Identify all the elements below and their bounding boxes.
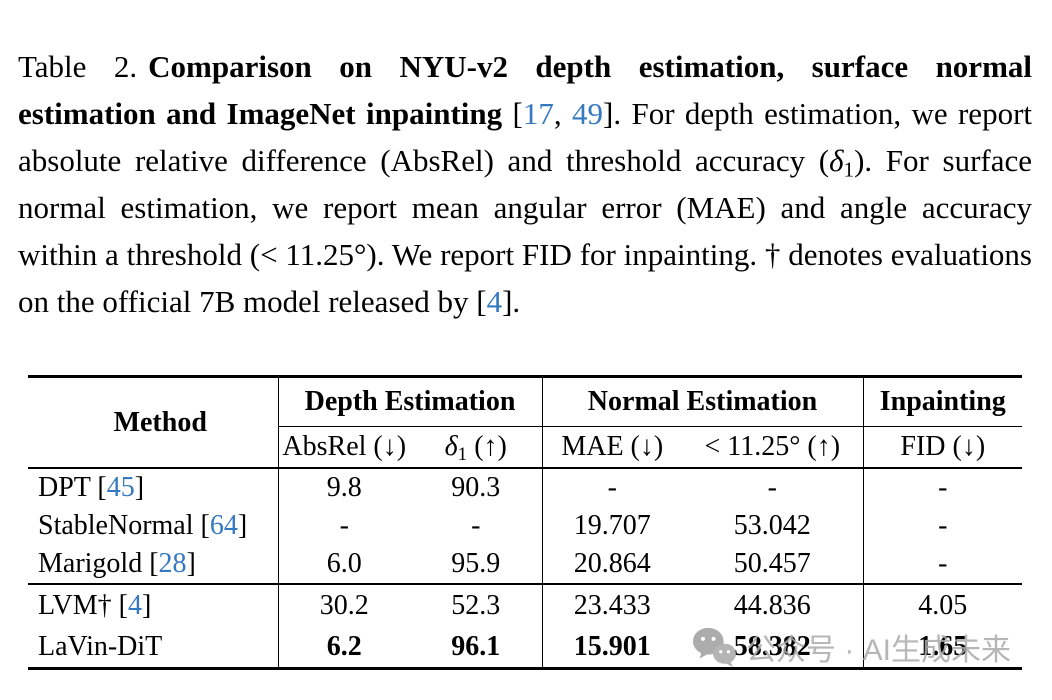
value-cell: -: [277, 507, 410, 545]
table-row: StableNormal [64] - - 19.707 53.042 -: [28, 507, 1023, 545]
method-cell: Marigold [28]: [28, 545, 278, 585]
citation-link-49[interactable]: 49: [572, 96, 603, 131]
value-cell: 9.8: [277, 468, 410, 507]
delta-symbol: δ: [444, 431, 458, 462]
table-row: DPT [45] 9.8 90.3 - - -: [28, 468, 1023, 507]
value-cell: -: [541, 468, 683, 507]
bracket: [: [142, 548, 159, 579]
bracket: [: [193, 510, 210, 541]
value-cell: 15.901: [541, 626, 683, 669]
header-method: Method: [28, 376, 278, 469]
method-cell: LVM† [4]: [28, 584, 278, 626]
table-row: LVM† [4] 30.2 52.3 23.433 44.836 4.05: [28, 584, 1023, 626]
citation-link-64[interactable]: 64: [209, 510, 238, 541]
method-name: DPT: [38, 472, 91, 503]
table-row: Marigold [28] 6.0 95.9 20.864 50.457 -: [28, 545, 1023, 585]
value-cell: 58.382: [733, 630, 811, 662]
caption-title: Comparison on NYU-v2 depth estimation, s…: [18, 49, 1033, 131]
citation-link-28[interactable]: 28: [158, 548, 187, 579]
value-cell: 30.2: [277, 584, 410, 626]
delta-symbol: δ: [829, 143, 844, 178]
citation-link-45[interactable]: 45: [106, 472, 135, 503]
value-cell: 20.864: [541, 545, 683, 585]
value-cell: 53.042: [733, 510, 811, 541]
caption-text-segment: ]. For depth estimation, we report absol…: [18, 96, 1033, 178]
value-cell: 96.1: [451, 630, 501, 662]
value-cell: 95.9: [410, 545, 543, 585]
value-cell: 52.3: [451, 589, 501, 621]
subheader-threshold: < 11.25° (↑): [682, 426, 864, 469]
method-name: Marigold: [38, 548, 143, 579]
caption-text-segment: ].: [502, 284, 521, 319]
value-cell: 1.65: [862, 626, 1023, 669]
bracket: ]: [134, 472, 145, 503]
bracket: ]: [141, 589, 152, 621]
value-cell: 44.836: [733, 589, 811, 621]
subheader-absrel: AbsRel (↓): [277, 426, 410, 469]
value-cell: -: [862, 468, 1023, 507]
value-cell: -: [862, 507, 1023, 545]
value-cell: 4.05: [862, 584, 1023, 626]
value-cell: 90.3: [451, 472, 501, 503]
subheader-fid: FID (↓): [862, 426, 1023, 469]
subheader-delta-arrow: (↑): [467, 431, 507, 462]
method-cell: StableNormal [64]: [28, 507, 278, 545]
caption-label: Table 2.: [18, 49, 138, 84]
caption-text-segment: [: [502, 96, 523, 131]
value-cell: 6.0: [277, 545, 410, 585]
method-name: StableNormal: [38, 510, 194, 541]
value-cell: 50.457: [682, 545, 864, 585]
table-row: LaVin-DiT 6.2 96.1 15.901 58.382 1.65: [28, 626, 1023, 669]
value-cell: -: [862, 545, 1023, 585]
delta-subscript: 1: [457, 443, 468, 465]
results-table: Method Depth Estimation Normal Estimatio…: [28, 375, 1023, 670]
value-cell: -: [471, 510, 481, 541]
citation-link-4[interactable]: 4: [127, 589, 142, 621]
subheader-delta1: δ1 (↑): [410, 426, 543, 469]
method-name: LaVin-DiT: [38, 630, 163, 662]
value-cell: 6.2: [277, 626, 410, 669]
group-header-depth-estimation: Depth Estimation: [277, 376, 543, 427]
group-header-normal-estimation: Normal Estimation: [541, 376, 864, 427]
value-cell: 23.433: [541, 584, 683, 626]
value-cell: 19.707: [541, 507, 683, 545]
caption-text-segment: ). For surface normal estimation, we rep…: [18, 143, 1032, 319]
caption-text-segment: ,: [553, 96, 572, 131]
citation-link-17[interactable]: 17: [522, 96, 554, 131]
method-cell: DPT [45]: [28, 468, 278, 507]
bracket: ]: [186, 548, 196, 579]
bracket: [: [111, 589, 128, 621]
bracket: ]: [237, 510, 248, 541]
bracket: [: [90, 472, 107, 503]
group-header-inpainting: Inpainting: [862, 376, 1023, 427]
table-caption: Table 2. Comparison on NYU-v2 depth estim…: [18, 43, 1032, 325]
subheader-mae: MAE (↓): [541, 426, 683, 469]
value-cell: -: [767, 472, 777, 503]
delta-subscript: 1: [843, 157, 855, 182]
method-cell: LaVin-DiT: [28, 626, 278, 669]
method-name: LVM†: [38, 589, 112, 621]
citation-link-4[interactable]: 4: [486, 284, 503, 319]
